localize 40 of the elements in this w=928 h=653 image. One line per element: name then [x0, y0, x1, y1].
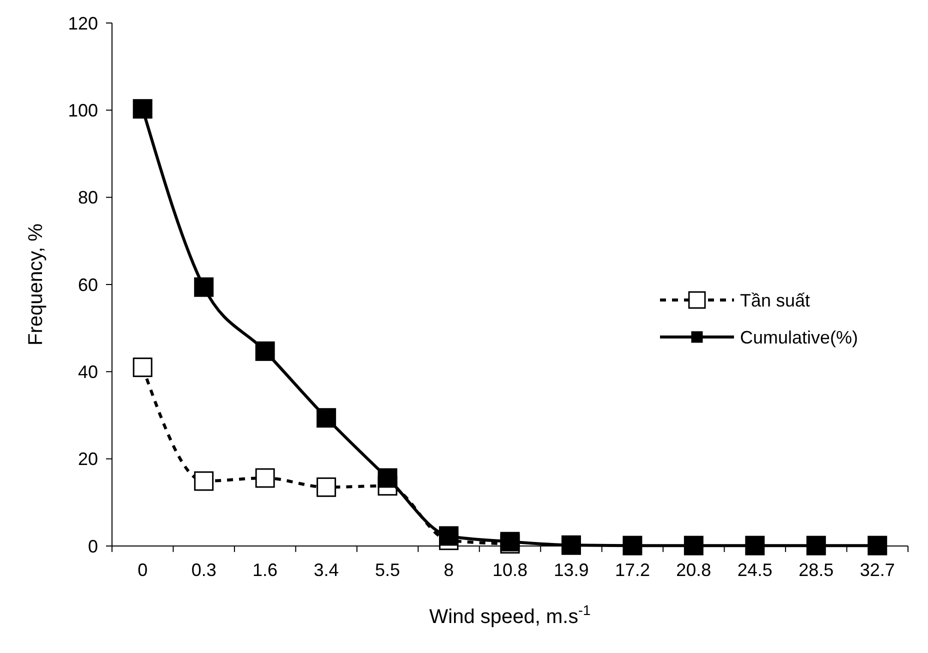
legend-label: Tần suất [740, 290, 810, 310]
point [806, 536, 826, 556]
y-tick-label: 0 [88, 536, 98, 556]
x-tick-label: 10.8 [492, 560, 528, 580]
point [194, 471, 214, 491]
point [132, 99, 152, 119]
x-tick-label: 17.2 [614, 560, 650, 580]
x-tick-label: 3.4 [314, 560, 339, 580]
point [255, 468, 275, 488]
x-tick-label: 8 [444, 560, 454, 580]
point [868, 536, 888, 556]
x-tick-label: 24.5 [737, 560, 772, 580]
point [194, 277, 214, 297]
point [439, 526, 459, 546]
y-tick-label: 20 [78, 449, 98, 470]
y-axis-title: Frequency, % [25, 223, 47, 346]
point [561, 535, 581, 555]
x-tick-label: 13.9 [554, 560, 589, 580]
y-tick-label: 80 [78, 188, 98, 208]
y-tick-label: 100 [68, 100, 98, 120]
point [378, 468, 398, 488]
x-tick-label: 1.6 [252, 560, 278, 580]
x-tick-label: 0 [138, 560, 148, 580]
point [316, 408, 336, 428]
point [745, 536, 765, 556]
x-tick-label: 5.5 [375, 560, 400, 580]
legend-label: Cumulative(%) [740, 327, 858, 348]
y-tick-label: 120 [68, 13, 98, 34]
point [684, 536, 704, 556]
point [316, 477, 336, 497]
x-tick-label: 20.8 [676, 560, 712, 580]
x-tick-label: 32.7 [860, 560, 895, 580]
point [622, 536, 642, 556]
point [132, 358, 152, 378]
y-tick-label: 40 [78, 362, 98, 382]
point [255, 341, 275, 361]
x-axis-title: Wind speed, m.s$^{-1}$ [429, 602, 591, 628]
x-tick-label: 28.5 [798, 560, 834, 580]
y-tick-label: 60 [78, 274, 98, 295]
x-tick-label: 0.3 [191, 560, 216, 580]
